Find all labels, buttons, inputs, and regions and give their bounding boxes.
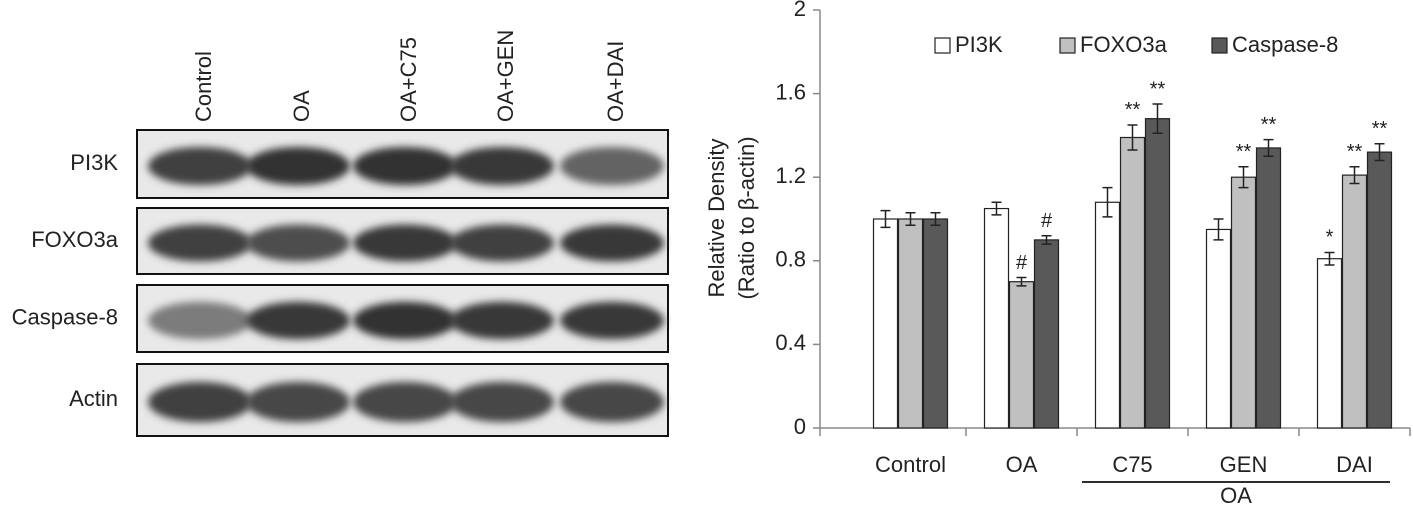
blot-band xyxy=(560,146,664,186)
significance-marker: # xyxy=(1041,210,1053,232)
bar xyxy=(872,218,899,429)
error-bar xyxy=(1152,103,1163,135)
row-label: Caspase-8 xyxy=(12,304,118,329)
blot-band xyxy=(148,381,252,423)
bar xyxy=(1316,258,1343,429)
significance-marker: # xyxy=(1016,252,1028,274)
blot-band xyxy=(450,224,554,262)
y-tick-label: 1.6 xyxy=(775,79,806,104)
blot-band xyxy=(148,146,252,186)
significance-marker: ** xyxy=(1347,141,1363,163)
blot-band xyxy=(450,146,554,186)
blot-band xyxy=(353,301,457,340)
bar xyxy=(1008,281,1035,429)
bar xyxy=(1366,151,1393,429)
bar xyxy=(1094,201,1121,429)
lane-label: Control xyxy=(191,51,216,122)
blot-band xyxy=(560,301,664,340)
blot-band xyxy=(246,146,350,186)
error-bar xyxy=(1102,186,1113,218)
blot-band xyxy=(148,301,252,340)
error-bar xyxy=(1213,218,1224,241)
significance-marker: ** xyxy=(1125,99,1141,121)
legend-swatch xyxy=(1059,37,1076,54)
legend-swatch xyxy=(1211,37,1228,54)
y-axis-label: Relative Density xyxy=(704,139,729,298)
significance-marker: ** xyxy=(1150,78,1166,100)
bar xyxy=(1033,239,1060,429)
bar xyxy=(983,207,1010,429)
error-bar xyxy=(880,209,891,229)
row-label: PI3K xyxy=(70,150,118,175)
error-bar xyxy=(1016,276,1027,287)
legend-label: PI3K xyxy=(955,32,1003,57)
x-tick-label: C75 xyxy=(1112,452,1152,477)
error-bar xyxy=(1238,166,1249,189)
bar-chart: 0 0.4 0.8 1.2 1.6 2 Relative Density (Ratio to … xyxy=(704,0,1411,508)
bar xyxy=(1205,228,1232,429)
y-tick-label: 2 xyxy=(794,0,806,21)
error-bar xyxy=(1374,143,1385,162)
significance-marker: ** xyxy=(1236,141,1252,163)
lane-label: OA+DAI xyxy=(603,41,628,122)
bar xyxy=(1255,147,1282,429)
x-tick-label: DAI xyxy=(1336,452,1373,477)
x-tick-label: OA xyxy=(1006,452,1038,477)
error-bar xyxy=(1263,138,1274,158)
blot-band xyxy=(560,381,664,423)
row-label: FOXO3a xyxy=(31,227,119,252)
legend-label: FOXO3a xyxy=(1080,32,1168,57)
error-bar xyxy=(930,211,941,227)
lane-label: OA+C75 xyxy=(396,37,421,122)
bar xyxy=(1119,136,1146,429)
blot-band xyxy=(560,224,664,262)
western-blot: Control OA OA+C75 OA+GEN OA+DAI PI3K FOXO3a Cas… xyxy=(12,30,669,437)
error-bar xyxy=(1041,234,1052,245)
y-tick-label: 0.8 xyxy=(775,247,806,272)
x-tick-label: GEN xyxy=(1220,452,1268,477)
group-label: OA xyxy=(1220,483,1252,508)
blot-band xyxy=(353,224,457,262)
bar xyxy=(1230,176,1257,429)
row-label: Actin xyxy=(69,386,118,411)
error-bar xyxy=(1349,166,1360,185)
blot-band xyxy=(148,224,252,262)
significance-marker: * xyxy=(1326,227,1334,249)
blot-band xyxy=(246,301,350,340)
error-bar xyxy=(1324,251,1335,266)
blot-band xyxy=(246,381,350,423)
x-tick-label: Control xyxy=(875,452,946,477)
blot-band xyxy=(246,224,350,262)
lane-label: OA+GEN xyxy=(493,30,518,122)
blot-band xyxy=(353,381,457,423)
error-bar xyxy=(1127,124,1138,151)
legend-label: Caspase-8 xyxy=(1232,32,1338,57)
error-bar xyxy=(905,211,916,227)
bar xyxy=(922,218,949,429)
y-tick-label: 0.4 xyxy=(775,330,806,355)
lane-label: OA xyxy=(289,90,314,122)
significance-marker: ** xyxy=(1372,118,1388,140)
legend-swatch xyxy=(934,37,951,54)
y-tick-label: 1.2 xyxy=(775,163,806,188)
y-tick-label: 0 xyxy=(794,414,806,439)
blot-band xyxy=(353,146,457,186)
significance-marker: ** xyxy=(1261,114,1277,136)
bar xyxy=(897,218,924,429)
bar xyxy=(1144,118,1171,429)
blot-band xyxy=(450,301,554,340)
error-bar xyxy=(991,201,1002,216)
bar xyxy=(1341,174,1368,429)
blot-band xyxy=(450,381,554,423)
y-axis-label: (Ratio to β-actin) xyxy=(734,136,759,299)
